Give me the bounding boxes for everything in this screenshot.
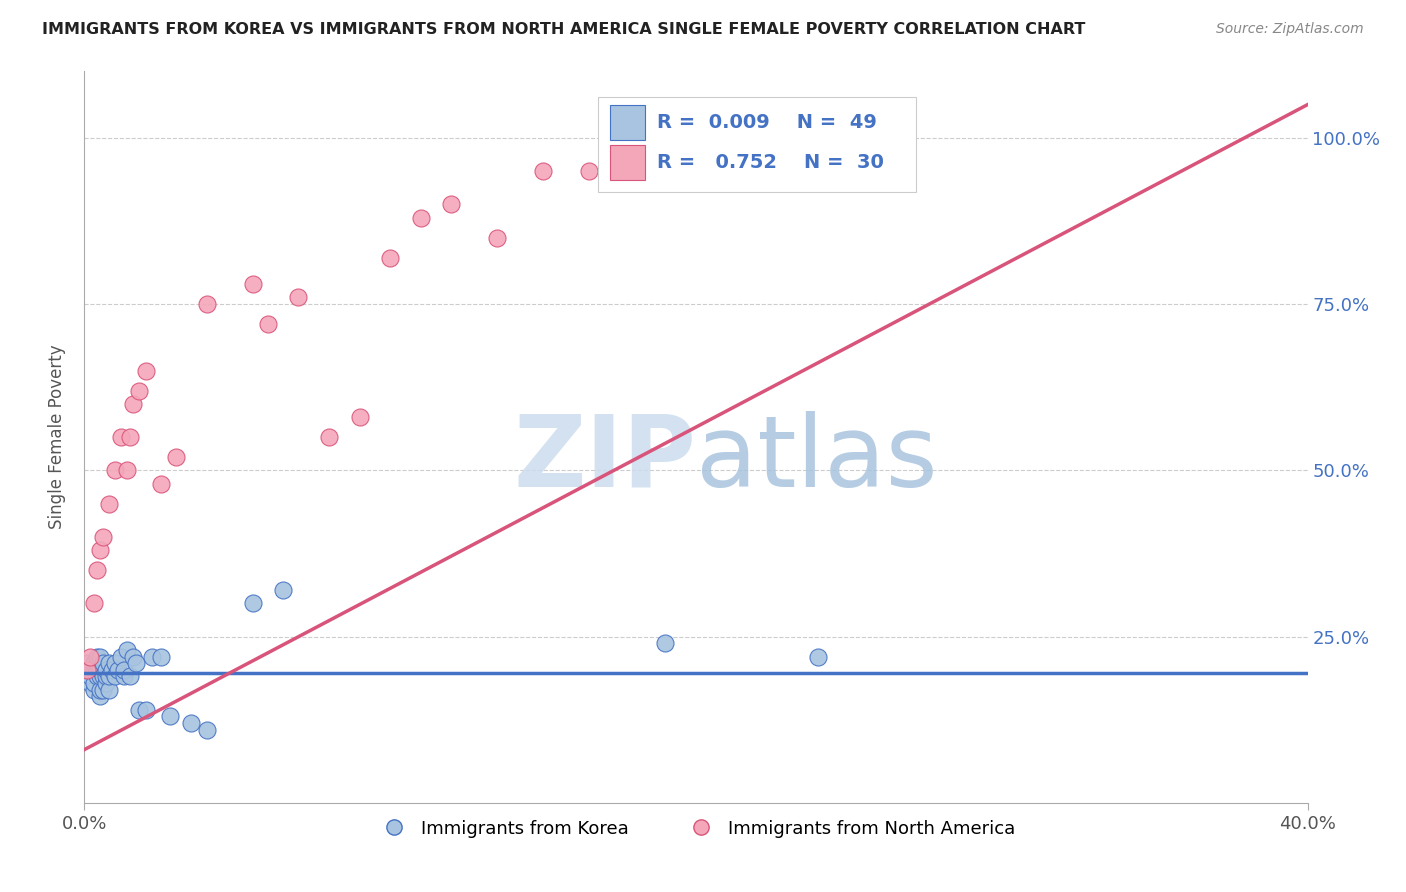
Point xyxy=(83,596,105,610)
Bar xyxy=(610,105,644,140)
Point xyxy=(486,230,509,244)
Point xyxy=(195,723,218,737)
Point xyxy=(149,476,172,491)
Point xyxy=(91,682,114,697)
Point xyxy=(110,430,132,444)
Point xyxy=(242,277,264,292)
Point xyxy=(141,649,163,664)
Point xyxy=(79,663,101,677)
Point xyxy=(91,669,114,683)
Point xyxy=(89,543,111,558)
Point xyxy=(104,656,127,670)
Point xyxy=(86,649,108,664)
Point xyxy=(94,669,117,683)
Point xyxy=(97,656,120,670)
Text: R =  0.009    N =  49: R = 0.009 N = 49 xyxy=(657,113,877,132)
Point xyxy=(97,497,120,511)
Point xyxy=(807,649,830,664)
Y-axis label: Single Female Poverty: Single Female Poverty xyxy=(48,345,66,529)
Point xyxy=(89,690,111,704)
Point xyxy=(101,663,124,677)
Point xyxy=(79,649,101,664)
Text: Source: ZipAtlas.com: Source: ZipAtlas.com xyxy=(1216,22,1364,37)
Legend: Immigrants from Korea, Immigrants from North America: Immigrants from Korea, Immigrants from N… xyxy=(368,813,1024,845)
Point xyxy=(122,397,145,411)
Point xyxy=(91,656,114,670)
Point xyxy=(89,669,111,683)
Point xyxy=(654,636,676,650)
Point xyxy=(149,649,172,664)
Point xyxy=(97,669,120,683)
Point xyxy=(135,703,157,717)
Point xyxy=(195,297,218,311)
Point xyxy=(122,649,145,664)
Point xyxy=(165,450,187,464)
Point xyxy=(89,682,111,697)
Point xyxy=(638,131,661,145)
Point xyxy=(104,463,127,477)
Point xyxy=(287,290,309,304)
Point xyxy=(86,563,108,577)
Point xyxy=(242,596,264,610)
Point xyxy=(578,164,600,178)
Point xyxy=(83,676,105,690)
Point xyxy=(86,669,108,683)
Point xyxy=(120,669,142,683)
Point xyxy=(91,530,114,544)
Point xyxy=(257,317,280,331)
Point xyxy=(79,669,101,683)
Point xyxy=(409,211,432,225)
Text: IMMIGRANTS FROM KOREA VS IMMIGRANTS FROM NORTH AMERICA SINGLE FEMALE POVERTY COR: IMMIGRANTS FROM KOREA VS IMMIGRANTS FROM… xyxy=(42,22,1085,37)
Point xyxy=(97,682,120,697)
Bar xyxy=(610,145,644,180)
Point xyxy=(271,582,294,597)
Point xyxy=(349,410,371,425)
Point xyxy=(94,663,117,677)
Bar xyxy=(598,97,917,192)
Point xyxy=(94,676,117,690)
Point xyxy=(79,676,101,690)
Point xyxy=(112,663,135,677)
Point xyxy=(76,663,98,677)
Point xyxy=(112,669,135,683)
Point xyxy=(104,669,127,683)
Point xyxy=(83,656,105,670)
Point xyxy=(531,164,554,178)
Point xyxy=(83,682,105,697)
Point xyxy=(125,656,148,670)
Point xyxy=(107,663,129,677)
Text: atlas: atlas xyxy=(696,410,938,508)
Point xyxy=(76,663,98,677)
Point xyxy=(120,430,142,444)
Point xyxy=(76,656,98,670)
Point xyxy=(89,663,111,677)
Point xyxy=(83,663,105,677)
Point xyxy=(86,656,108,670)
Point xyxy=(128,384,150,398)
Point xyxy=(380,251,402,265)
Text: ZIP: ZIP xyxy=(513,410,696,508)
Point xyxy=(128,703,150,717)
Point xyxy=(89,649,111,664)
Point xyxy=(86,663,108,677)
Point xyxy=(135,363,157,377)
Point xyxy=(180,716,202,731)
Point xyxy=(115,463,138,477)
Point xyxy=(440,197,463,211)
Point xyxy=(159,709,181,723)
Text: R =   0.752    N =  30: R = 0.752 N = 30 xyxy=(657,153,884,172)
Point xyxy=(115,643,138,657)
Point xyxy=(110,649,132,664)
Point xyxy=(669,118,692,132)
Point xyxy=(318,430,340,444)
